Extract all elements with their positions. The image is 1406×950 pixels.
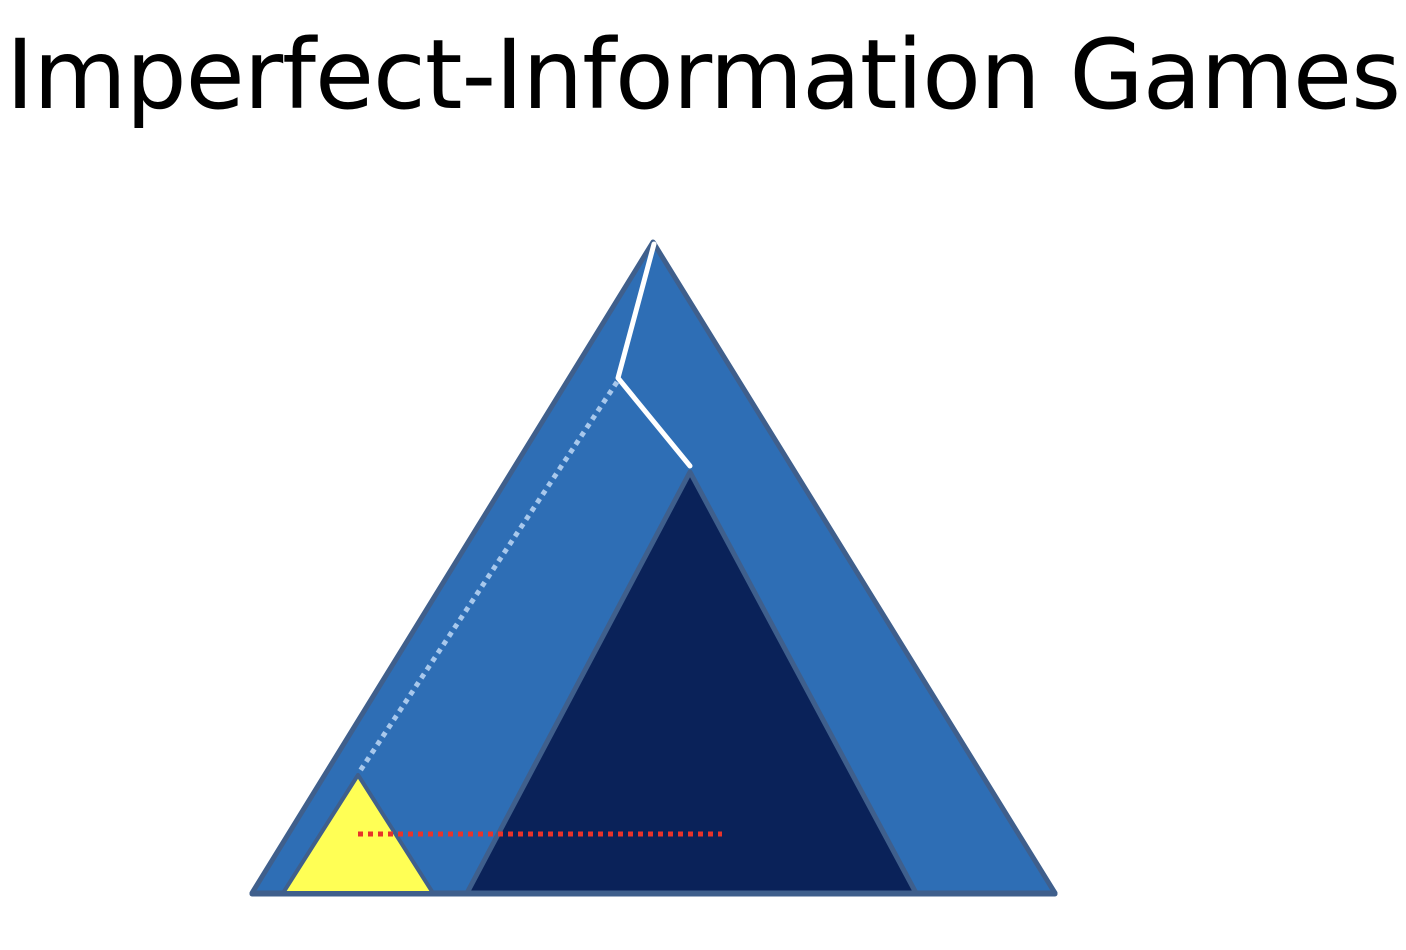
solid-path-line: [615, 241, 693, 469]
dotted-path-line: [355, 380, 620, 776]
slide-title: Imperfect-Information Games: [5, 19, 1401, 131]
